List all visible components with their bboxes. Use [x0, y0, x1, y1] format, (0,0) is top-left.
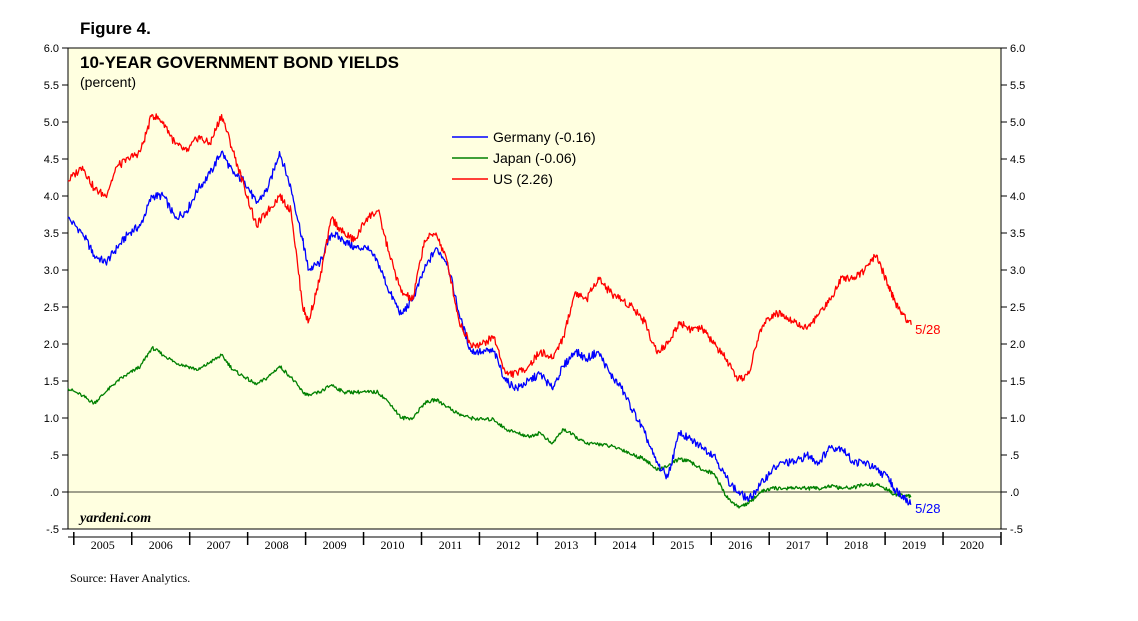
y-tick-label-right: -.5	[1010, 524, 1023, 536]
end-labels: 5/28 5/28	[915, 322, 940, 516]
x-tick-label: 2020	[960, 538, 984, 552]
figure-label: Figure 4.	[80, 19, 151, 38]
y-tick-label-left: .0	[50, 487, 59, 499]
y-tick-label-left: 5.0	[44, 117, 59, 129]
x-tick-label: 2010	[381, 538, 405, 552]
y-tick-label-left: 2.5	[44, 302, 59, 314]
x-tick-label: 2017	[786, 538, 810, 552]
series-lines	[67, 113, 912, 509]
legend-label: Germany (-0.16)	[493, 129, 596, 145]
y-tick-label-right: 3.0	[1010, 265, 1025, 277]
legend: Germany (-0.16) Japan (-0.06) US (2.26)	[452, 129, 596, 187]
x-tick-label: 2009	[323, 538, 347, 552]
y-tick-label-right: 5.0	[1010, 117, 1025, 129]
y-tick-label-right: 1.0	[1010, 413, 1025, 425]
y-tick-label-left: 3.0	[44, 265, 59, 277]
end-label: 5/28	[915, 501, 940, 516]
y-tick-label-right: 5.5	[1010, 80, 1025, 92]
x-tick-label: 2013	[554, 538, 578, 552]
y-tick-label-left: 6.0	[44, 43, 59, 55]
y-tick-label-left: 4.0	[44, 191, 59, 203]
y-tick-label-right: .5	[1010, 450, 1019, 462]
series-line-japan	[67, 345, 912, 509]
brand-watermark: yardeni.com	[78, 511, 151, 526]
y-tick-label-left: 1.0	[44, 413, 59, 425]
x-tick-label: 2005	[91, 538, 115, 552]
x-axis: 2005 2006 2007 2008 2009 2010 2011 2012 2013 2014…	[68, 532, 1002, 552]
chart-subtitle: (percent)	[80, 74, 136, 90]
legend-label: US (2.26)	[493, 171, 553, 187]
y-axis-left: -.5 .0 .5 1.0 1.5 2.0 2.5 3.0 3.5 4.0 4.5 5.0 5.5 6.0	[44, 43, 68, 536]
x-tick-label: 2008	[265, 538, 289, 552]
x-tick-label: 2019	[902, 538, 926, 552]
y-tick-label-right: 2.5	[1010, 302, 1025, 314]
y-tick-label-left: 3.5	[44, 228, 59, 240]
y-tick-label-right: 2.0	[1010, 339, 1025, 351]
y-axis-right: -.5 .0 .5 1.0 1.5 2.0 2.5 3.0 3.5 4.0 4.5 5.0 5.5 6.0	[1001, 43, 1025, 536]
end-label: 5/28	[915, 322, 940, 337]
y-tick-label-left: 4.5	[44, 154, 59, 166]
source-note: Source: Haver Analytics.	[70, 571, 190, 585]
chart-title: 10-YEAR GOVERNMENT BOND YIELDS	[80, 53, 399, 72]
y-tick-label-right: 1.5	[1010, 376, 1025, 388]
x-tick-label: 2011	[439, 538, 463, 552]
y-tick-label-left: 5.5	[44, 80, 59, 92]
x-tick-label: 2006	[149, 538, 173, 552]
x-tick-label: 2012	[496, 538, 520, 552]
y-tick-label-right: 6.0	[1010, 43, 1025, 55]
x-tick-label: 2015	[670, 538, 694, 552]
y-tick-label-left: 2.0	[44, 339, 59, 351]
series-line-us	[67, 113, 912, 382]
y-tick-label-right: .0	[1010, 487, 1019, 499]
plot-area	[67, 47, 1002, 530]
x-tick-label: 2018	[844, 538, 868, 552]
x-tick-label: 2014	[612, 538, 636, 552]
y-tick-label-left: 1.5	[44, 376, 59, 388]
y-tick-label-left: .5	[50, 450, 59, 462]
x-tick-label: 2007	[207, 538, 231, 552]
series-line-germany	[67, 150, 912, 506]
y-tick-label-left: -.5	[46, 524, 59, 536]
legend-label: Japan (-0.06)	[493, 150, 576, 166]
x-tick-label: 2016	[728, 538, 752, 552]
y-tick-label-right: 4.0	[1010, 191, 1025, 203]
y-tick-label-right: 3.5	[1010, 228, 1025, 240]
y-tick-label-right: 4.5	[1010, 154, 1025, 166]
